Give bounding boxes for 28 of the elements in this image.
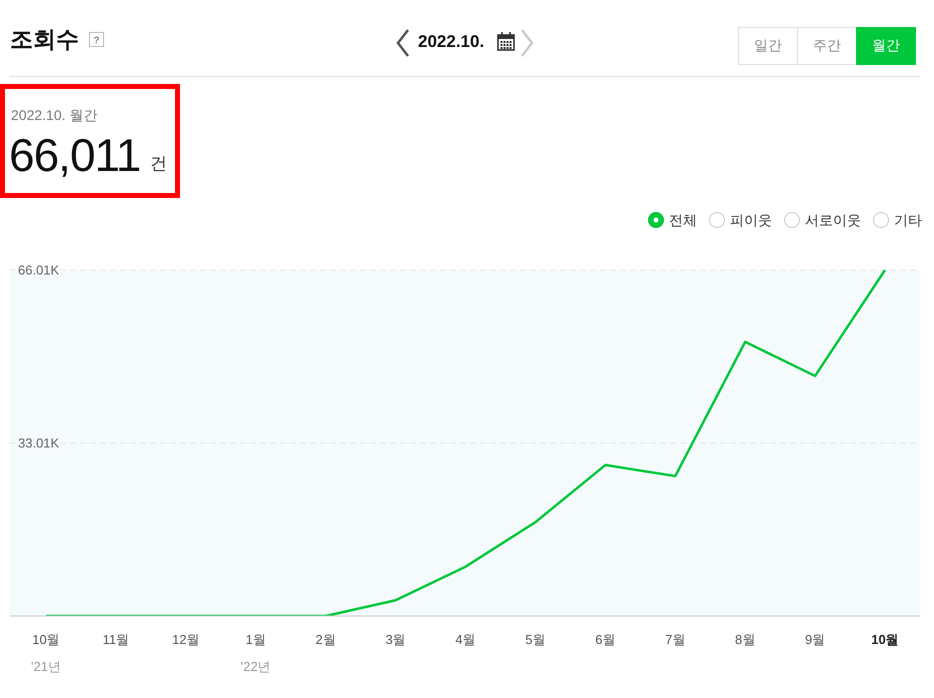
legend-label: 전체 xyxy=(668,212,697,230)
text: 월간 xyxy=(856,27,916,65)
text: 서로이웃 xyxy=(804,212,861,230)
text: 피이웃 xyxy=(729,212,772,230)
chart-title: 조회수 xyxy=(10,25,79,54)
help-icon: ? xyxy=(89,32,104,47)
x-tick-label: 3월 xyxy=(385,632,406,647)
x-tick-label: 1월 '22년 xyxy=(240,632,271,674)
x-tick-label: 7월 xyxy=(665,632,686,647)
x-tick-label: 6월 xyxy=(595,632,616,647)
x-tick-label: 2월 xyxy=(316,632,336,647)
x-tick-label: 10월 '21년 xyxy=(31,632,61,674)
x-tick-label: 5월 xyxy=(525,632,546,647)
y-tick-label: 33.01K xyxy=(18,435,60,450)
y-tick-label: 66.01K xyxy=(18,262,60,278)
x-tick-label: 12월 xyxy=(172,632,200,647)
text: 2022.10. 월간 xyxy=(11,107,98,125)
text: 건 xyxy=(150,153,167,175)
text: 66,011 xyxy=(9,128,140,182)
text: 주간 xyxy=(797,27,857,65)
x-tick-label: 9월 xyxy=(804,632,826,647)
chart-subtitle: 2022.10. xyxy=(418,32,484,52)
x-tick-label: 10월 xyxy=(871,632,899,647)
text: 기타 xyxy=(893,212,922,230)
x-tick-label: 4월 xyxy=(455,632,476,647)
text: 일간 xyxy=(738,27,798,65)
x-tick-label: 8월 xyxy=(735,632,756,647)
x-tick-label: 11월 xyxy=(102,632,130,647)
